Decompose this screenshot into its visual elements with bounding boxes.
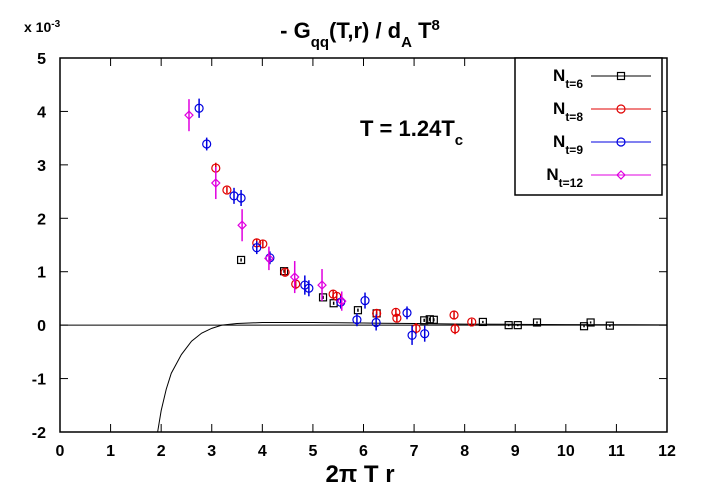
marker [210, 178, 221, 188]
annotation: T = 1.24Tc [360, 116, 463, 149]
marker [352, 315, 362, 325]
marker [304, 283, 314, 293]
legend-label-part: N [553, 99, 565, 118]
marker [279, 267, 289, 276]
marker [616, 104, 626, 114]
marker [450, 324, 460, 334]
marker [504, 321, 513, 330]
x-tick-label: 0 [56, 443, 65, 460]
marker [236, 255, 246, 265]
chart-title-part: (T,r) / d [329, 18, 401, 43]
marker [513, 321, 522, 330]
x-tick-label: 6 [359, 443, 368, 460]
marker [407, 330, 417, 340]
x-tick-label: 11 [608, 443, 625, 460]
marker [317, 280, 327, 290]
marker [392, 313, 402, 323]
annotation-part: c [455, 132, 463, 149]
x-tick-label: 2 [157, 443, 166, 460]
marker [532, 318, 542, 327]
x-tick-label: 4 [258, 443, 267, 460]
marker [616, 170, 626, 180]
marker [429, 315, 438, 324]
marker [202, 139, 212, 149]
legend-label-part: t=12 [559, 176, 584, 190]
marker [236, 193, 246, 203]
x-tick-label: 1 [106, 443, 115, 460]
legend-label-part: t=8 [565, 110, 583, 124]
marker [336, 296, 347, 306]
y-multiplier-part: x 10 [24, 19, 51, 35]
legend-label: Nt=8 [553, 99, 583, 124]
marker [184, 110, 194, 121]
marker [252, 243, 262, 253]
y-tick-label: 1 [37, 265, 46, 282]
marker [420, 316, 429, 325]
x-tick-label: 7 [410, 443, 419, 460]
marker [194, 103, 204, 113]
marker [360, 295, 370, 306]
marker [420, 329, 430, 339]
marker [280, 267, 290, 277]
marker [467, 317, 477, 327]
x-tick-label: 3 [207, 443, 216, 460]
marker [289, 272, 300, 282]
chart-title-part: T [412, 18, 432, 43]
annotation-part: T = 1.24T [360, 116, 455, 141]
legend-label-part: N [546, 165, 558, 184]
marker [586, 318, 595, 327]
y-tick-label: 2 [37, 211, 46, 228]
x-tick-label: 12 [658, 443, 676, 460]
plot-frame [59, 57, 668, 433]
marker [478, 317, 487, 327]
marker [237, 220, 247, 231]
marker [222, 185, 232, 195]
x-tick-label: 9 [511, 443, 520, 460]
marker [391, 307, 401, 317]
x-tick-label: 5 [308, 443, 317, 460]
marker [449, 310, 459, 320]
x-axis-label: 2π T r [325, 461, 394, 488]
marker [402, 308, 412, 318]
marker [264, 253, 274, 264]
y-tick-label: -1 [32, 372, 46, 389]
y-multiplier-part: -3 [51, 19, 60, 30]
legend-label: Nt=9 [553, 132, 583, 157]
legend-label-part: t=9 [565, 143, 583, 157]
y-tick-label: 0 [37, 318, 46, 335]
marker [318, 293, 328, 302]
legend-label-part: N [553, 66, 565, 85]
y-tick-label: 3 [37, 158, 46, 175]
legend-label: Nt=12 [546, 165, 583, 190]
x-tick-label: 10 [557, 443, 575, 460]
legend-label-part: N [553, 132, 565, 151]
marker [605, 321, 614, 330]
marker [353, 306, 363, 315]
y-multiplier: x 10-3 [24, 19, 61, 36]
legend-label-part: t=6 [565, 77, 583, 91]
y-tick-label: 5 [37, 51, 46, 68]
chart-title: - Gqq(T,r) / dA T8 [280, 17, 440, 51]
marker [616, 71, 626, 81]
marker [371, 317, 381, 328]
y-tick-label: 4 [37, 104, 46, 121]
chart-title-part: A [401, 34, 412, 51]
legend-label: Nt=6 [553, 66, 583, 91]
chart-title-part: 8 [432, 17, 440, 34]
chart-title-part: qq [311, 34, 329, 51]
curve [157, 321, 667, 432]
x-tick-label: 8 [460, 443, 469, 460]
legend-box [514, 57, 663, 196]
chart-title-part: - G [280, 18, 311, 43]
y-tick-label: -2 [32, 425, 46, 442]
x-axis-label-part: 2π T r [325, 461, 394, 488]
marker [616, 137, 626, 147]
